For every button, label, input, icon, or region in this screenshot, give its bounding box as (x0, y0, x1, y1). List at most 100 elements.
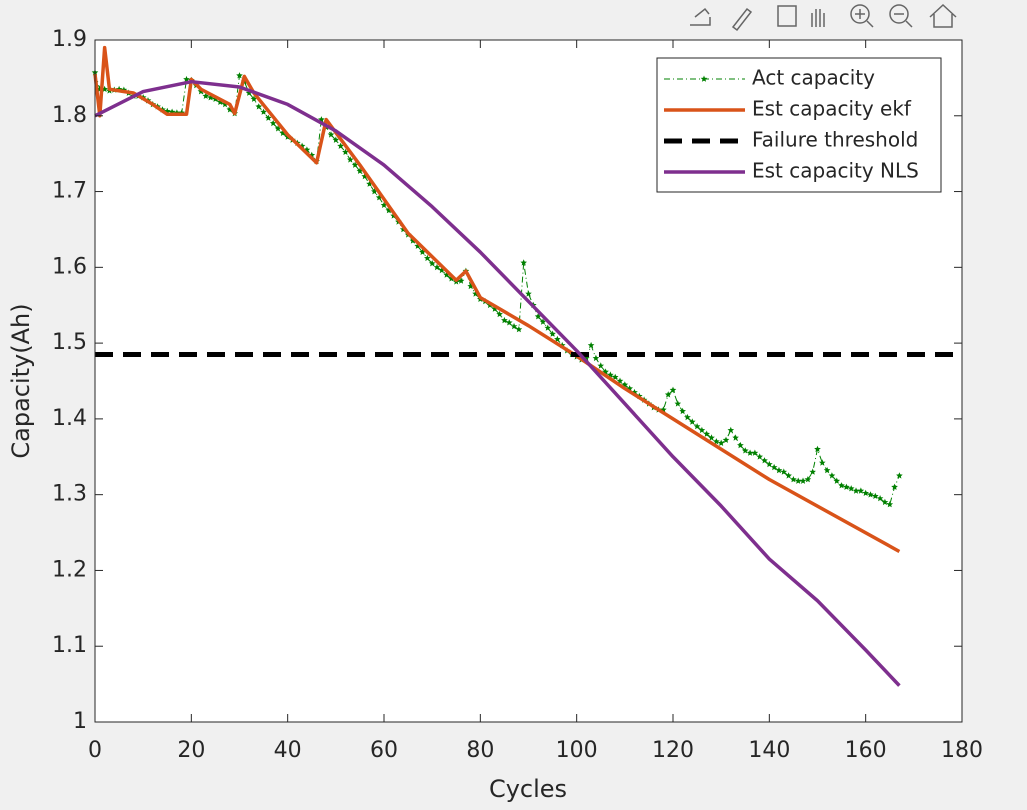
legend-marker (700, 75, 708, 82)
star-marker (366, 180, 373, 187)
x-tick-label: 100 (556, 738, 598, 763)
zoom-out-icon[interactable] (889, 4, 909, 24)
star-marker (356, 167, 364, 174)
star-marker (279, 129, 287, 136)
star-marker (269, 119, 277, 127)
star-marker (327, 131, 335, 138)
star-marker (510, 322, 518, 330)
star-marker (843, 483, 850, 490)
star-marker (713, 438, 720, 445)
star-marker (539, 318, 547, 325)
star-marker (684, 413, 691, 421)
x-tick-label: 80 (466, 738, 494, 763)
star-marker (766, 460, 773, 468)
star-marker (761, 457, 768, 464)
star-marker (852, 487, 860, 494)
star-marker (775, 466, 783, 474)
star-marker (207, 94, 214, 101)
star-marker (886, 501, 894, 508)
star-marker (741, 447, 749, 454)
star-marker (347, 156, 354, 163)
star-marker (202, 92, 210, 99)
star-marker (438, 266, 446, 274)
x-tick-label: 160 (845, 738, 887, 763)
zoom-in-icon[interactable] (850, 4, 870, 24)
star-marker (876, 495, 884, 502)
star-marker (448, 275, 455, 282)
star-marker (525, 290, 532, 297)
star-marker (245, 89, 253, 96)
star-marker (419, 248, 426, 255)
y-tick-label: 1.5 (52, 330, 87, 355)
y-axis-label: Capacity(Ah) (7, 303, 35, 458)
plot (91, 45, 962, 687)
star-marker (703, 430, 710, 437)
star-marker (597, 362, 605, 369)
x-axis-label: Cycles (489, 775, 567, 803)
axes-box (94, 39, 963, 723)
series-line (93, 45, 901, 554)
star-marker (867, 491, 874, 498)
home-icon[interactable] (929, 3, 957, 28)
legend-label: Failure threshold (752, 128, 918, 152)
pan-icon[interactable] (811, 9, 825, 27)
x-tick-label: 0 (88, 738, 102, 763)
star-marker (809, 468, 816, 475)
star-marker (544, 324, 552, 331)
star-marker (780, 468, 788, 475)
star-marker (881, 498, 889, 506)
star-marker (337, 142, 344, 149)
star-marker (424, 254, 431, 262)
star-marker (896, 472, 903, 479)
x-tick-label: 20 (177, 738, 205, 763)
y-tick-label: 1.7 (52, 179, 87, 204)
export-icon[interactable] (690, 7, 711, 26)
star-marker (255, 103, 263, 110)
star-marker (770, 463, 778, 471)
star-marker (833, 477, 841, 484)
y-tick-label: 1.4 (52, 406, 87, 431)
star-marker (265, 114, 272, 121)
star-marker (342, 148, 349, 155)
y-tick-label: 1.6 (52, 254, 87, 279)
star-marker (375, 194, 383, 201)
x-tick-label: 40 (274, 738, 302, 763)
star-marker (819, 459, 826, 466)
star-marker (592, 354, 600, 362)
star-marker (409, 237, 417, 244)
star-marker (804, 476, 812, 483)
star-marker (688, 418, 696, 425)
star-marker (587, 341, 595, 349)
star-marker (679, 407, 686, 415)
star-marker (814, 445, 821, 452)
star-marker (534, 313, 542, 320)
star-marker (515, 326, 523, 333)
y-tick-label: 1 (73, 709, 87, 734)
star-marker (308, 151, 316, 158)
legend-label: Est capacity ekf (752, 97, 912, 121)
star-marker (491, 305, 499, 312)
y-tick-label: 1.2 (52, 557, 87, 582)
star-marker (428, 260, 436, 267)
x-tick-label: 120 (652, 738, 694, 763)
y-tick-label: 1.9 (52, 27, 87, 52)
star-marker (505, 319, 513, 326)
legend: Act capacity Est capacity ekf Failure thre… (656, 57, 942, 193)
star-marker (221, 100, 229, 108)
star-marker (756, 453, 763, 460)
star-marker (708, 434, 715, 441)
star-marker (891, 483, 898, 490)
star-marker (862, 489, 869, 496)
star-marker (751, 449, 759, 456)
datatip-icon[interactable] (777, 5, 797, 27)
star-marker (732, 434, 739, 441)
x-tick-label: 60 (370, 738, 398, 763)
star-marker (260, 108, 267, 115)
star-marker (602, 368, 609, 375)
star-marker (250, 95, 258, 102)
star-marker (674, 400, 682, 407)
brush-icon[interactable] (731, 7, 753, 32)
star-marker (790, 476, 797, 483)
star-marker (746, 449, 754, 456)
star-marker (727, 426, 735, 434)
